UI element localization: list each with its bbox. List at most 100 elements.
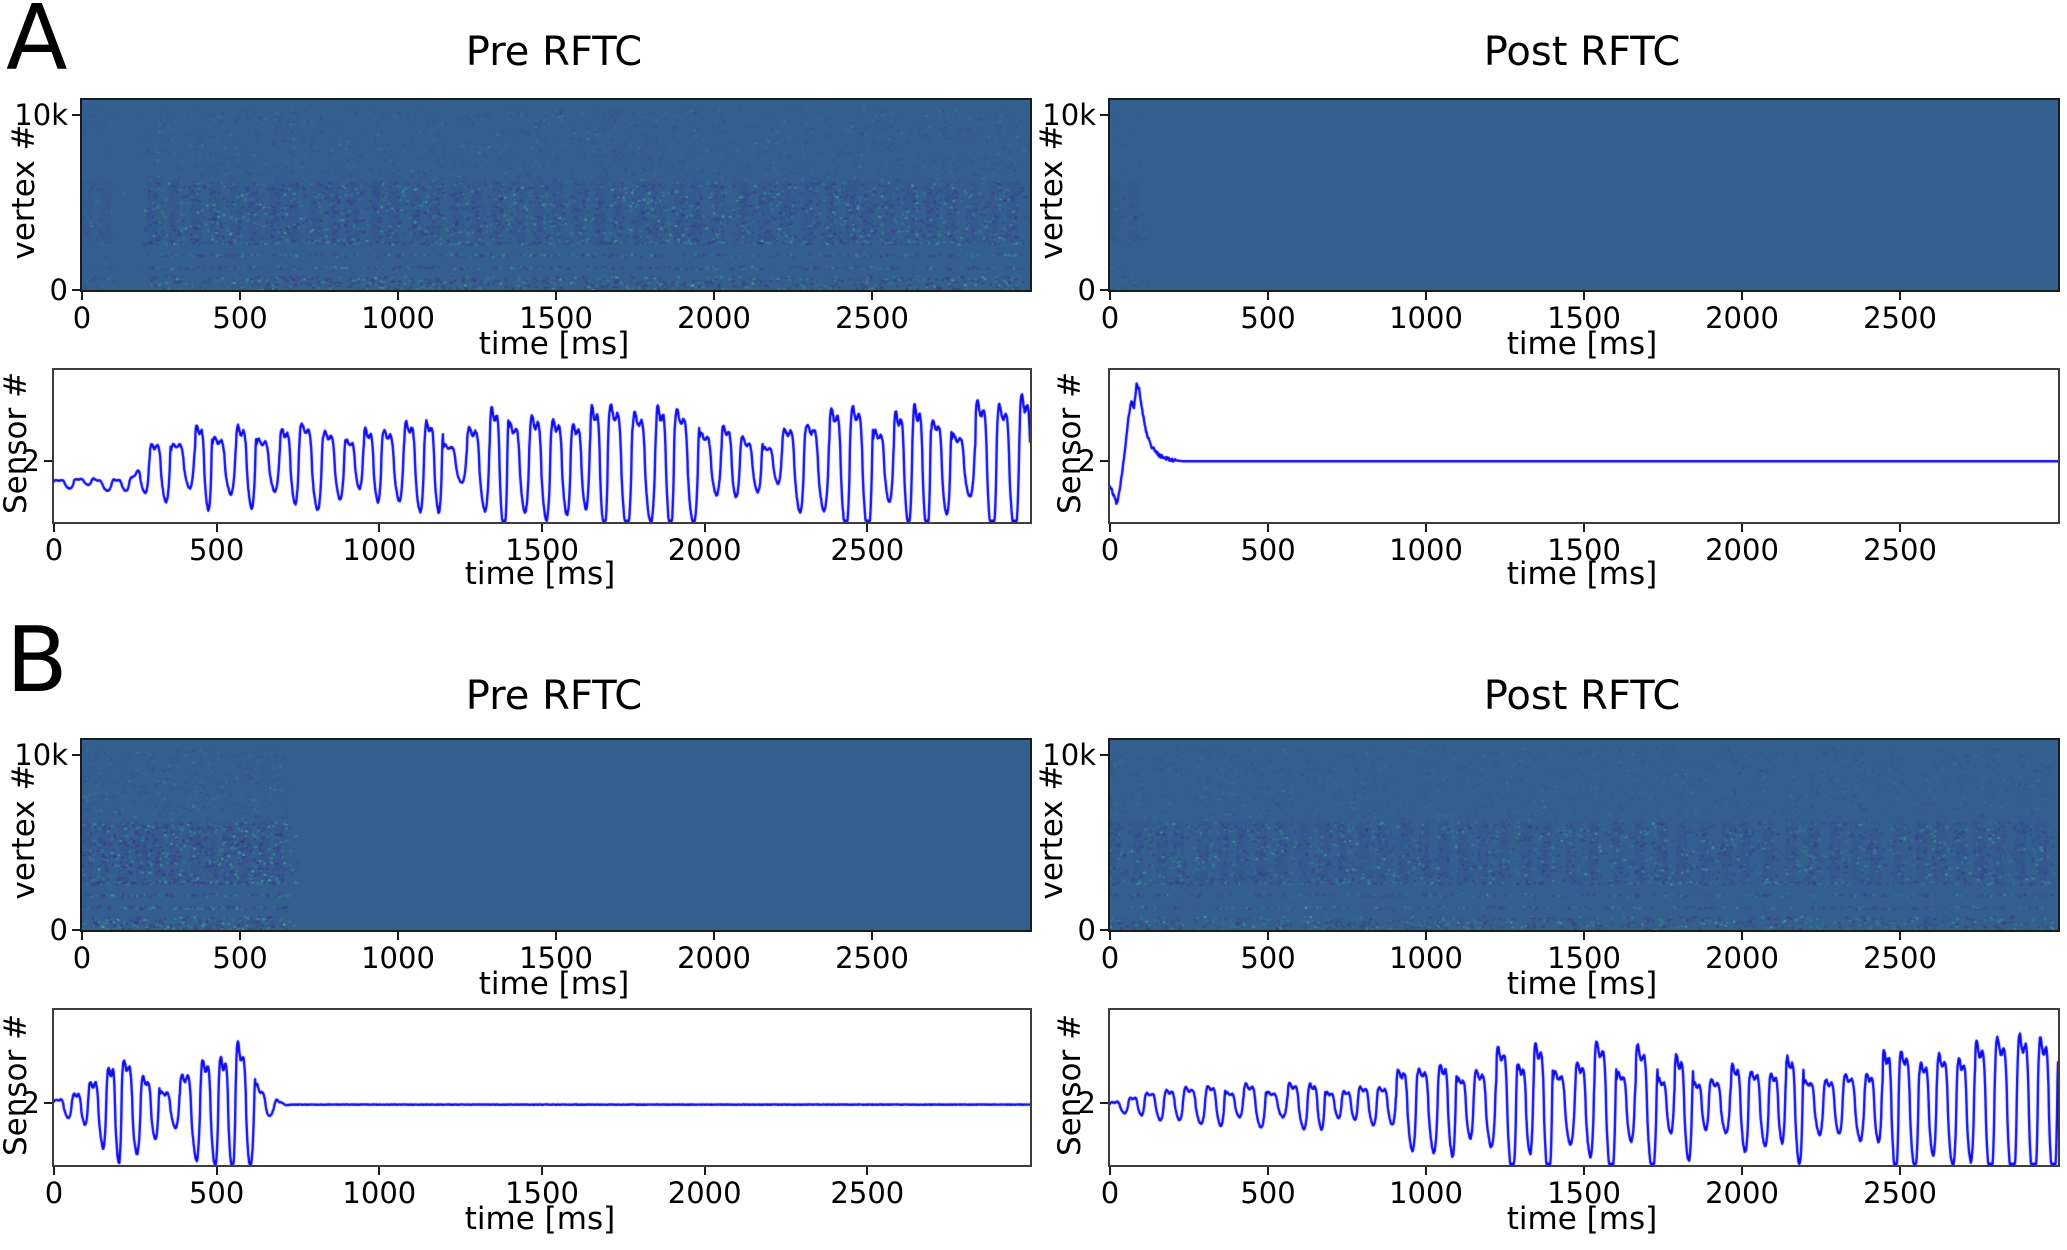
x-tick-mark: [1109, 932, 1111, 940]
x-tick-mark: [541, 1167, 543, 1175]
x-tick-mark: [871, 292, 873, 300]
panel-a-label: A: [6, 0, 68, 91]
x-tick-label: 1500: [519, 301, 593, 335]
x-tick-label: 2000: [667, 1176, 742, 1210]
y-tick-mark: [1100, 289, 1108, 291]
x-tick-label: 0: [1100, 941, 1120, 975]
y-tick-label: 2: [21, 1086, 40, 1120]
y-tick-label: 0: [49, 273, 68, 307]
raster-b-pre-canvas: [82, 740, 1030, 930]
y-tick-label: 10k: [14, 738, 68, 772]
x-tick-label: 0: [1100, 301, 1120, 335]
x-tick-mark: [1741, 932, 1743, 940]
y-tick-mark: [72, 929, 80, 931]
raster-b-post: [1108, 738, 2060, 932]
x-tick-mark: [1583, 292, 1585, 300]
x-tick-mark: [239, 292, 241, 300]
x-tick-mark: [1425, 292, 1427, 300]
x-tick-mark: [397, 932, 399, 940]
x-tick-label: 1000: [361, 941, 435, 975]
title-a-pre: Pre RFTC: [465, 29, 643, 75]
x-tick-mark: [541, 524, 543, 532]
x-tick-label: 0: [44, 1176, 64, 1210]
sensor-a-pre-canvas: [54, 370, 1030, 522]
x-tick-label: 0: [72, 941, 92, 975]
x-tick-mark: [1267, 1167, 1269, 1175]
x-tick-label: 2500: [835, 941, 909, 975]
x-tick-label: 1000: [1389, 941, 1463, 975]
x-tick-label: 1000: [1389, 301, 1463, 335]
x-tick-label: 1000: [342, 1176, 417, 1210]
x-tick-mark: [215, 524, 218, 532]
title-b-post: Post RFTC: [1483, 673, 1681, 719]
x-tick-mark: [378, 1167, 381, 1175]
y-tick-mark: [1100, 754, 1108, 756]
x-tick-mark: [555, 292, 557, 300]
x-tick-label: 1500: [1547, 533, 1621, 567]
x-tick-mark: [215, 1167, 218, 1175]
xlabel-raster-b-pre: time [ms]: [478, 966, 630, 1002]
x-tick-label: 500: [1240, 1176, 1296, 1210]
x-tick-mark: [81, 292, 83, 300]
y-tick-mark: [1100, 929, 1108, 931]
y-tick-mark: [1100, 1102, 1108, 1104]
x-tick-mark: [1899, 1167, 1901, 1175]
x-tick-mark: [703, 1167, 706, 1175]
sensor-a-post: [1108, 368, 2060, 524]
x-tick-label: 2000: [667, 533, 742, 567]
y-tick-mark: [72, 289, 80, 291]
x-tick-label: 0: [1100, 533, 1120, 567]
x-tick-mark: [1899, 932, 1901, 940]
sensor-b-pre-canvas: [54, 1010, 1030, 1165]
x-tick-mark: [871, 932, 873, 940]
x-tick-mark: [1899, 524, 1901, 532]
sensor-a-pre: [52, 368, 1032, 524]
x-tick-mark: [1583, 524, 1585, 532]
x-tick-mark: [1425, 1167, 1427, 1175]
x-tick-mark: [1267, 524, 1269, 532]
x-tick-label: 2500: [1863, 1176, 1937, 1210]
x-tick-label: 500: [1240, 941, 1296, 975]
y-tick-mark: [72, 114, 80, 116]
x-tick-label: 500: [188, 533, 245, 567]
ylabel-sensor-b-post: Sensor #: [1052, 1013, 1088, 1157]
title-b-pre: Pre RFTC: [465, 673, 643, 719]
x-tick-label: 1500: [505, 533, 579, 567]
x-tick-label: 500: [212, 301, 268, 335]
x-tick-label: 2500: [1863, 533, 1937, 567]
x-tick-mark: [1583, 1167, 1585, 1175]
panel-b-label: B: [6, 608, 68, 713]
title-a-post: Post RFTC: [1483, 29, 1681, 75]
x-tick-label: 2500: [830, 1176, 905, 1210]
y-tick-mark: [1100, 114, 1108, 116]
x-tick-mark: [397, 292, 399, 300]
x-tick-mark: [1109, 1167, 1111, 1175]
x-tick-mark: [239, 932, 241, 940]
y-tick-label: 0: [1077, 273, 1096, 307]
x-tick-mark: [703, 524, 706, 532]
x-tick-mark: [866, 524, 869, 532]
x-tick-mark: [53, 524, 55, 532]
x-tick-mark: [1267, 932, 1269, 940]
x-tick-label: 2500: [1863, 941, 1937, 975]
x-tick-label: 500: [212, 941, 268, 975]
x-tick-label: 2500: [835, 301, 909, 335]
raster-a-post: [1108, 98, 2060, 292]
y-tick-label: 10k: [1042, 98, 1096, 132]
xlabel-raster-b-post: time [ms]: [1506, 966, 1658, 1002]
x-tick-label: 1000: [342, 533, 417, 567]
x-tick-label: 2000: [1705, 941, 1779, 975]
y-tick-mark: [44, 460, 52, 463]
sensor-b-post-canvas: [1110, 1010, 2058, 1165]
x-tick-label: 1000: [1389, 1176, 1463, 1210]
x-tick-label: 2000: [1705, 1176, 1779, 1210]
xlabel-raster-a-pre: time [ms]: [478, 326, 630, 362]
x-tick-mark: [53, 1167, 55, 1175]
y-tick-label: 10k: [14, 98, 68, 132]
x-tick-mark: [555, 932, 557, 940]
x-tick-label: 1500: [505, 1176, 579, 1210]
y-tick-label: 2: [1077, 1086, 1096, 1120]
y-tick-mark: [1100, 460, 1108, 463]
x-tick-mark: [1109, 292, 1111, 300]
sensor-b-post: [1108, 1008, 2060, 1167]
